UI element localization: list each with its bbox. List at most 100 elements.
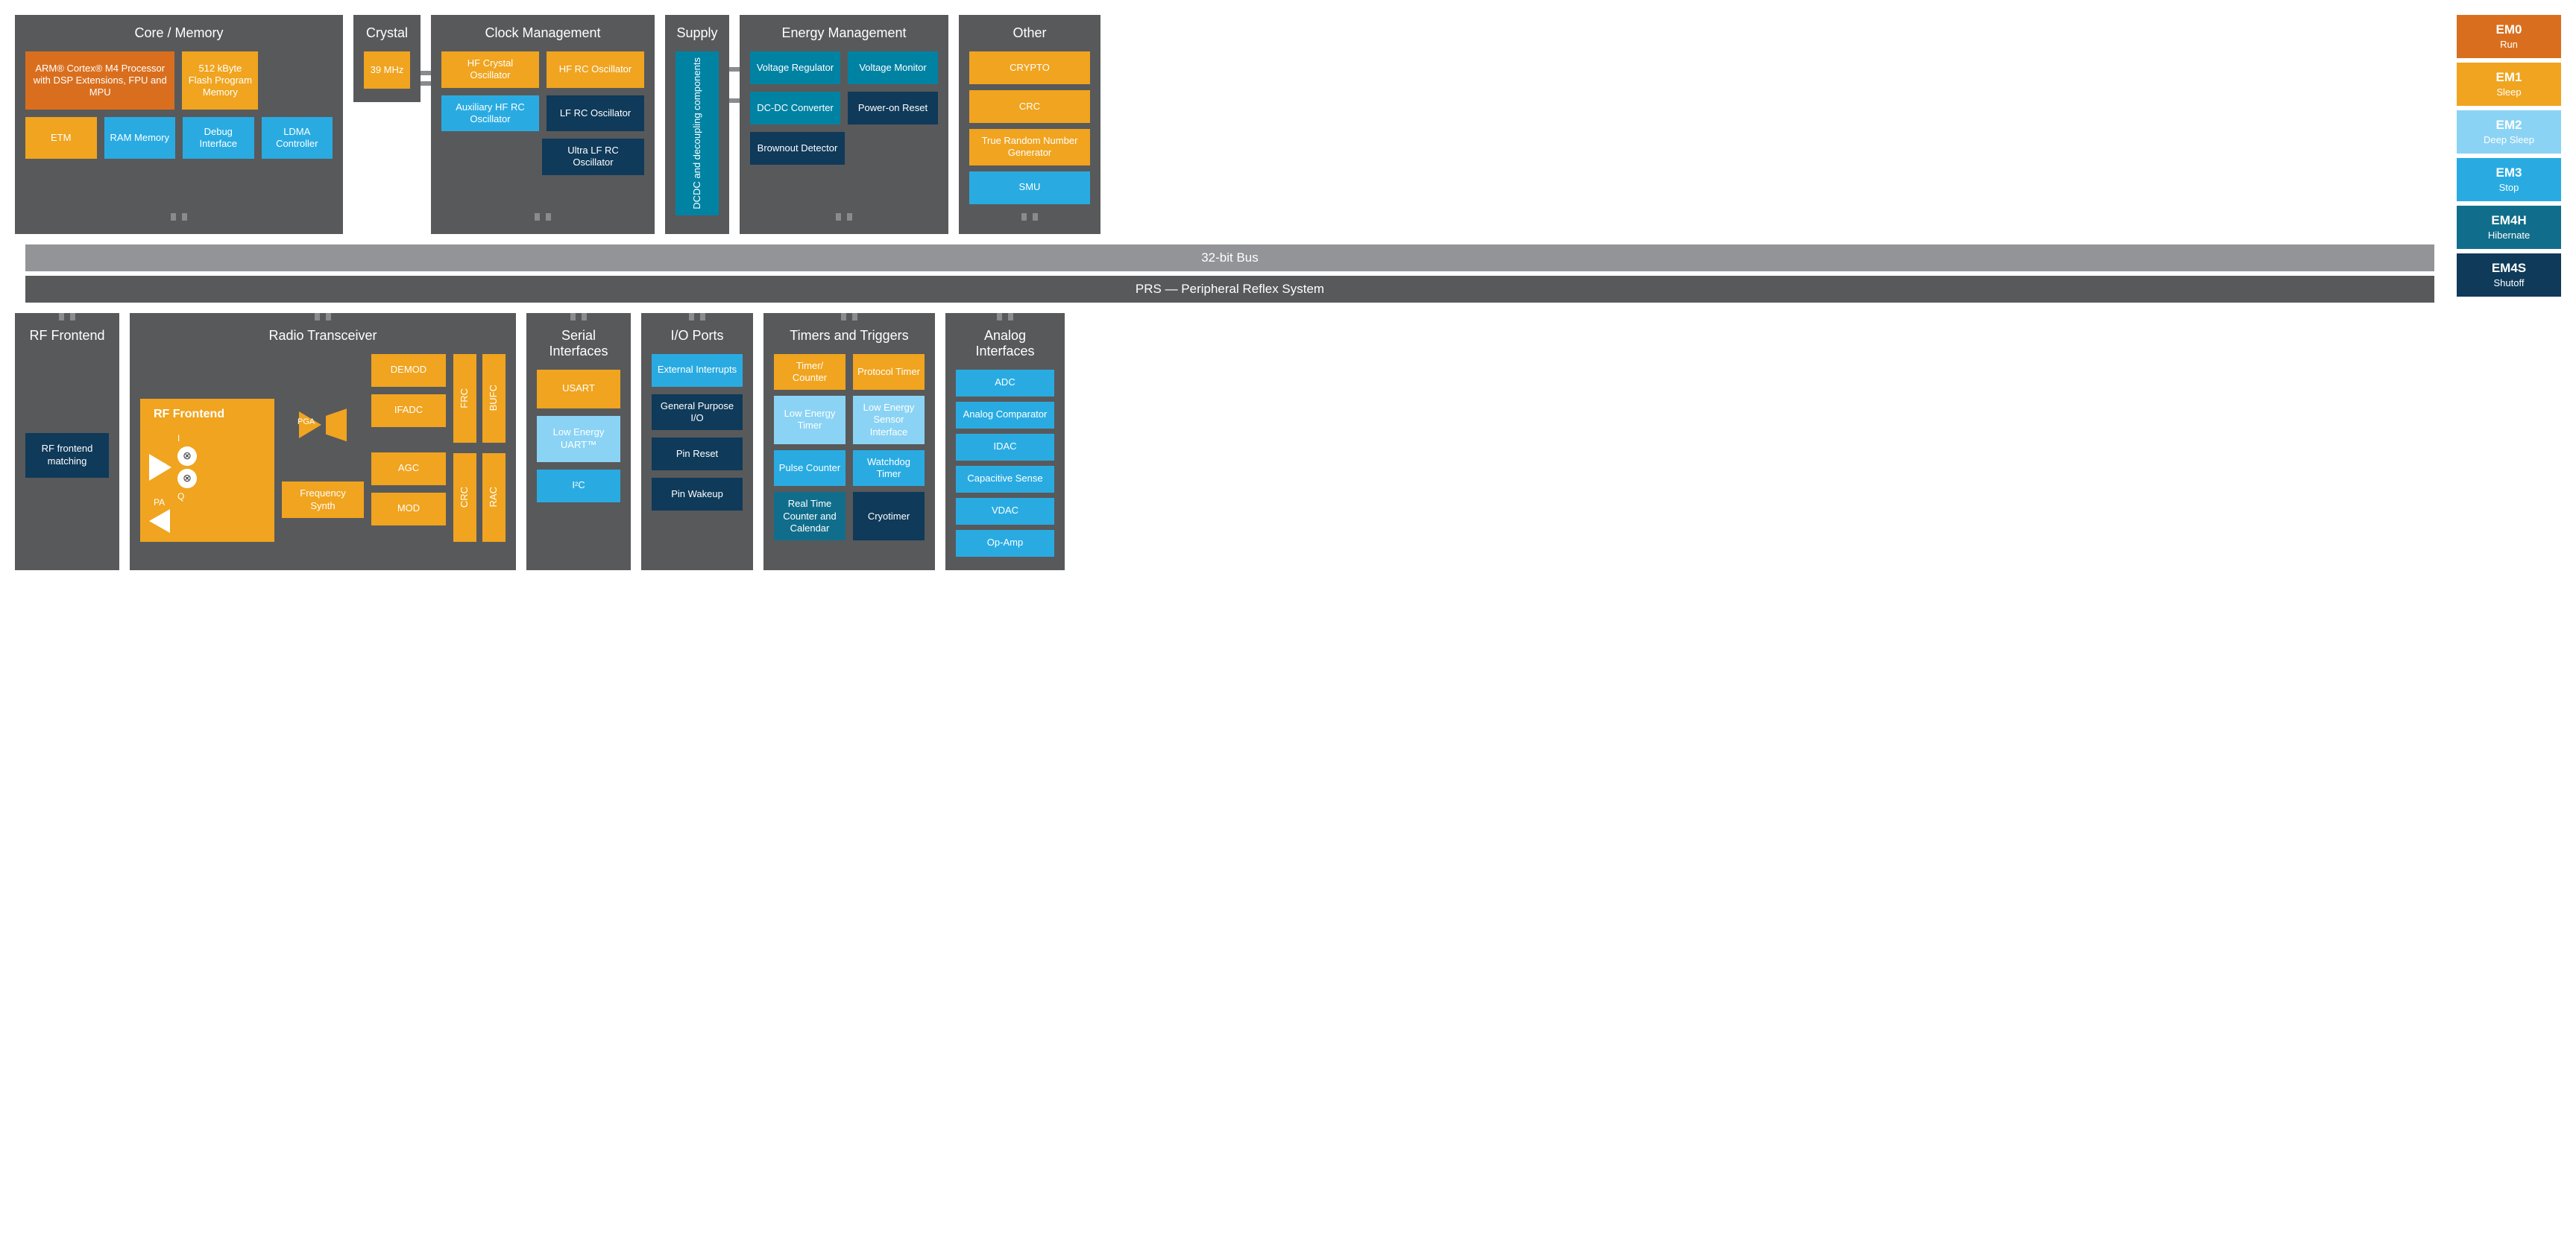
energy-mode-legend: EM0RunEM1SleepEM2Deep SleepEM3StopEM4HHi… bbox=[2457, 15, 2561, 297]
legend-em2: EM2Deep Sleep bbox=[2457, 110, 2561, 154]
panel-title: Radio Transceiver bbox=[140, 328, 506, 344]
mixer-i-icon: ⊗ bbox=[177, 446, 197, 466]
block-lesense: Low Energy Sensor Interface bbox=[853, 396, 925, 444]
block-idac: IDAC bbox=[956, 434, 1054, 461]
bus-connector bbox=[441, 213, 644, 221]
block-csen: Capacitive Sense bbox=[956, 466, 1054, 493]
block-ext-int: External Interrupts bbox=[652, 354, 743, 387]
block-leuart: Low Energy UART™ bbox=[537, 416, 620, 462]
panel-clock: Clock Management HF Crystal Oscillator H… bbox=[431, 15, 655, 234]
block-brownout: Brownout Detector bbox=[750, 132, 845, 165]
bus-connector bbox=[25, 213, 333, 221]
block-crc: CRC bbox=[969, 90, 1090, 123]
block-mod: MOD bbox=[371, 493, 446, 525]
panel-title: Supply bbox=[676, 25, 719, 41]
block-ram: RAM Memory bbox=[104, 117, 176, 159]
bus-connector bbox=[956, 313, 1054, 320]
block-radio-crc: CRC bbox=[453, 453, 476, 542]
block-wdog: Watchdog Timer bbox=[853, 450, 925, 487]
panel-crystal: Crystal 39 MHz bbox=[353, 15, 421, 102]
panel-timers: Timers and Triggers Timer/ Counter Proto… bbox=[763, 313, 935, 570]
bus-connector bbox=[774, 313, 925, 320]
bus-connector bbox=[652, 313, 743, 320]
block-pin-wake: Pin Wakeup bbox=[652, 478, 743, 511]
panel-core-memory: Core / Memory ARM® Cortex® M4 Processor … bbox=[15, 15, 343, 234]
legend-em1: EM1Sleep bbox=[2457, 63, 2561, 106]
block-acmp: Analog Comparator bbox=[956, 402, 1054, 429]
block-vmon: Voltage Monitor bbox=[848, 51, 938, 84]
panel-io: I/O Ports External Interrupts General Pu… bbox=[641, 313, 753, 570]
block-hf-rc: HF RC Oscillator bbox=[547, 51, 644, 88]
block-vdac: VDAC bbox=[956, 498, 1054, 525]
label-pga: PGA bbox=[297, 417, 315, 426]
bottom-row: RF Frontend RF frontend matching Radio T… bbox=[15, 313, 2445, 570]
label-pa: PA bbox=[154, 497, 165, 508]
block-adc: ADC bbox=[956, 370, 1054, 397]
block-etm: ETM bbox=[25, 117, 97, 159]
block-cpu: ARM® Cortex® M4 Processor with DSP Exten… bbox=[25, 51, 174, 110]
block-crystal-freq: 39 MHz bbox=[364, 51, 410, 89]
block-hf-xtal: HF Crystal Oscillator bbox=[441, 51, 539, 88]
block-aux-rc: Auxiliary HF RC Oscillator bbox=[441, 95, 539, 132]
block-letimer: Low Energy Timer bbox=[774, 396, 845, 444]
panel-analog: Analog Interfaces ADC Analog Comparator … bbox=[945, 313, 1065, 570]
block-pin-reset: Pin Reset bbox=[652, 438, 743, 470]
block-diagram: Core / Memory ARM® Cortex® M4 Processor … bbox=[15, 15, 2561, 570]
panel-title: RF Frontend bbox=[25, 328, 109, 344]
block-dcdc: DC-DC Converter bbox=[750, 92, 840, 124]
panel-other: Other CRYPTO CRC True Random Number Gene… bbox=[959, 15, 1100, 234]
block-agc: AGC bbox=[371, 452, 446, 485]
bus-connector bbox=[140, 313, 506, 320]
block-trng: True Random Number Generator bbox=[969, 129, 1090, 165]
pa-amp-icon bbox=[149, 509, 170, 533]
legend-em0: EM0Run bbox=[2457, 15, 2561, 58]
panel-supply: Supply DCDC and decoupling components bbox=[665, 15, 729, 234]
bus-connector bbox=[537, 313, 620, 320]
block-ldma: LDMA Controller bbox=[262, 117, 333, 159]
panel-title: Crystal bbox=[364, 25, 410, 41]
h-connector bbox=[421, 71, 431, 86]
main-column: Core / Memory ARM® Cortex® M4 Processor … bbox=[15, 15, 2445, 570]
panel-title: I/O Ports bbox=[652, 328, 743, 344]
block-proto: Protocol Timer bbox=[853, 354, 925, 391]
block-usart: USART bbox=[537, 370, 620, 408]
filter-icon bbox=[326, 408, 347, 441]
panel-rf-frontend: RF Frontend RF frontend matching bbox=[15, 313, 119, 570]
block-vreg: Voltage Regulator bbox=[750, 51, 840, 84]
panel-energy: Energy Management Voltage Regulator Volt… bbox=[740, 15, 948, 234]
bus-connector bbox=[25, 313, 109, 320]
block-rtcc: Real Time Counter and Calendar bbox=[774, 492, 845, 540]
panel-title: Clock Management bbox=[441, 25, 644, 41]
label-i: I bbox=[177, 433, 197, 443]
panel-title: Energy Management bbox=[750, 25, 938, 41]
panel-radio: Radio Transceiver RF Frontend LNA I ⊗ ⊗ bbox=[130, 313, 516, 570]
prs-bar: PRS — Peripheral Reflex System bbox=[25, 276, 2434, 303]
block-debug: Debug Interface bbox=[183, 117, 254, 159]
top-row: Core / Memory ARM® Cortex® M4 Processor … bbox=[15, 15, 2445, 234]
block-opamp: Op-Amp bbox=[956, 530, 1054, 557]
rf-inner-title: RF Frontend bbox=[149, 408, 265, 421]
block-smu: SMU bbox=[969, 171, 1090, 204]
block-demod: DEMOD bbox=[371, 354, 446, 387]
block-rf-matching: RF frontend matching bbox=[25, 433, 109, 478]
legend-em4h: EM4HHibernate bbox=[2457, 206, 2561, 249]
panel-crystal-wrap: Crystal 39 MHz bbox=[353, 15, 421, 234]
block-bufc: BUFC bbox=[482, 354, 506, 443]
block-por: Power-on Reset bbox=[848, 92, 938, 124]
panel-serial: Serial Interfaces USART Low Energy UART™… bbox=[526, 313, 631, 570]
bus-connector bbox=[969, 213, 1090, 221]
panel-title: Core / Memory bbox=[25, 25, 333, 41]
label-lna: LNA bbox=[151, 461, 168, 472]
block-gpio: General Purpose I/O bbox=[652, 394, 743, 431]
block-flash: 512 kByte Flash Program Memory bbox=[182, 51, 258, 110]
label-q: Q bbox=[177, 491, 197, 502]
bus-connector bbox=[750, 213, 938, 221]
block-pulse: Pulse Counter bbox=[774, 450, 845, 487]
block-rac: RAC bbox=[482, 453, 506, 542]
block-timer: Timer/ Counter bbox=[774, 354, 845, 391]
block-dcdc-passives: DCDC and decoupling components bbox=[676, 51, 719, 215]
bus-bar: 32-bit Bus bbox=[25, 244, 2434, 271]
block-crypto: CRYPTO bbox=[969, 51, 1090, 84]
block-freq-synth: Frequency Synth bbox=[282, 481, 364, 518]
panel-title: Other bbox=[969, 25, 1090, 41]
